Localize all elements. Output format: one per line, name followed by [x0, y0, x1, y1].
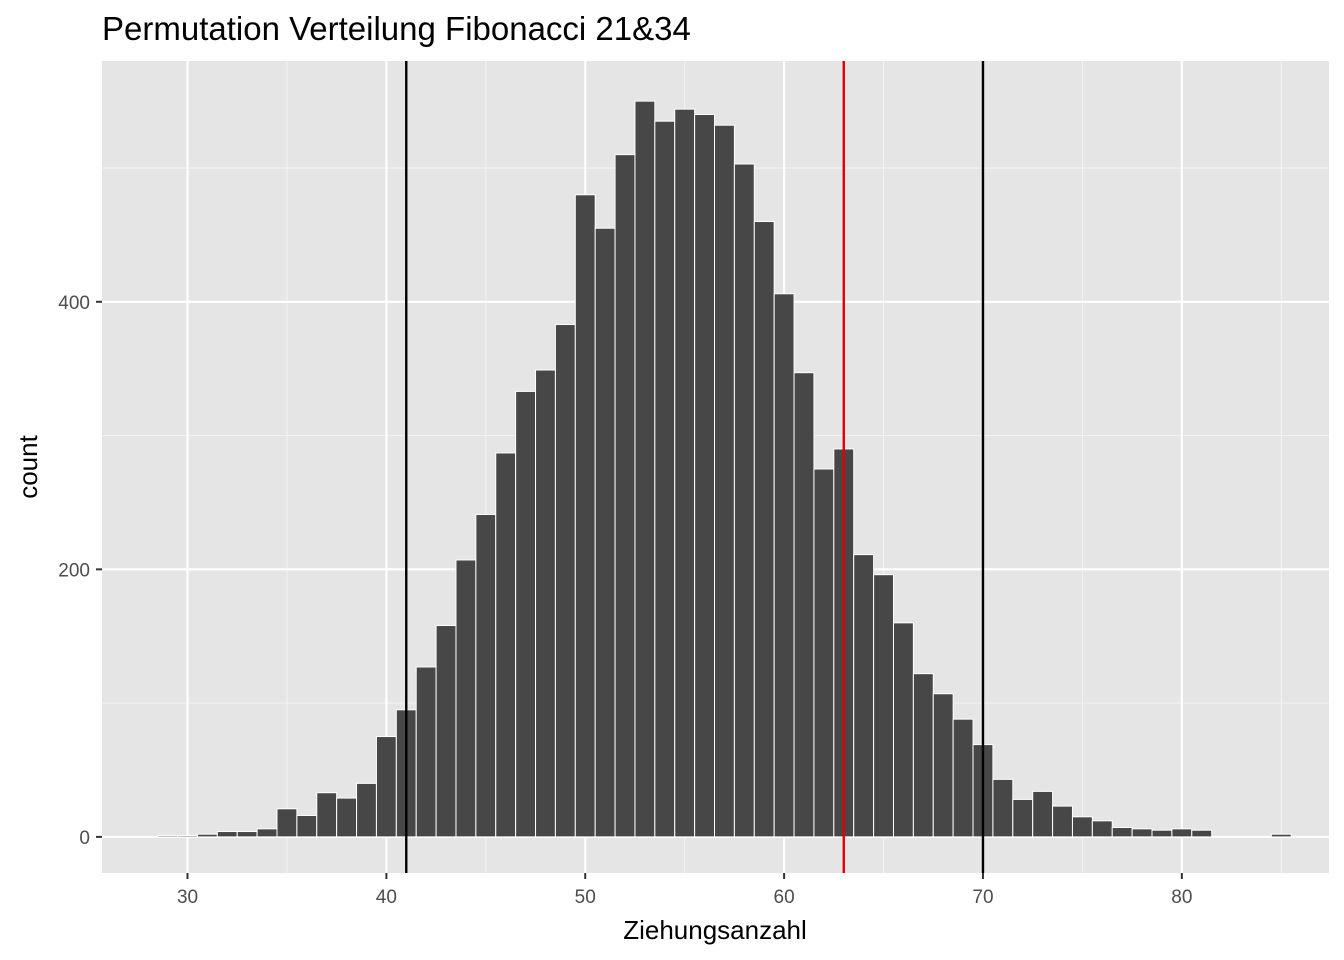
histogram-bar [912, 673, 934, 838]
y-tick-label: 0 [79, 828, 90, 849]
histogram-bar [1032, 790, 1054, 838]
histogram-bar [296, 814, 318, 838]
histogram-bar [455, 559, 477, 838]
histogram-bar [435, 625, 457, 838]
histogram-bar [475, 513, 497, 838]
histogram-bar [316, 792, 338, 838]
x-tick-label: 50 [575, 887, 596, 908]
reference-lines [405, 61, 985, 873]
histogram-bar [535, 369, 556, 838]
y-tick-label: 200 [58, 560, 90, 581]
x-tick-label: 80 [1171, 887, 1192, 908]
histogram-bar [773, 293, 795, 838]
histogram-bar [1111, 827, 1133, 838]
x-axis-title: Ziehungsanzahl [623, 915, 807, 945]
histogram-bar [634, 100, 656, 838]
x-tick-label: 40 [376, 887, 397, 908]
histogram-bar [216, 831, 238, 838]
histogram-bar [1131, 828, 1153, 838]
y-axis-ticks: 0 200 400 [58, 293, 102, 849]
histogram-bar [336, 797, 358, 838]
histogram-bar [753, 221, 775, 838]
histogram-bar [873, 574, 894, 838]
histogram-bar [1151, 829, 1173, 838]
histogram-bar [694, 114, 716, 838]
histogram-bar [276, 808, 298, 838]
histogram-bar [1270, 833, 1292, 838]
histogram-bar [714, 124, 735, 838]
histogram-bar [1052, 805, 1073, 838]
histogram-bar [574, 194, 596, 838]
histogram-bar [892, 622, 914, 838]
histogram-bar [495, 452, 517, 838]
histogram-bar [594, 227, 616, 838]
histogram-bar [1071, 816, 1093, 838]
histogram-bar [952, 718, 974, 838]
histogram-bar [356, 782, 377, 838]
histogram-bar [196, 833, 218, 838]
histogram-bar [614, 154, 636, 838]
x-tick-label: 30 [177, 887, 198, 908]
histogram-bar [674, 108, 696, 838]
histogram-bar [992, 778, 1014, 838]
x-tick-label: 60 [774, 887, 795, 908]
histogram-bar [515, 390, 537, 838]
histogram-bar [415, 666, 437, 838]
histogram-bar [793, 372, 815, 838]
x-axis-ticks: 30 40 50 60 70 80 [177, 873, 1192, 908]
histogram-bar [256, 828, 278, 838]
histogram-bar [853, 554, 875, 838]
histogram-bar [554, 324, 576, 838]
histogram-bar [932, 693, 954, 838]
histogram-bar [236, 831, 258, 838]
histogram-bar [1012, 798, 1034, 838]
chart-title: Permutation Verteilung Fibonacci 21&34 [102, 10, 691, 47]
x-tick-label: 70 [972, 887, 993, 908]
histogram-bars [157, 100, 1292, 838]
histogram-bar [813, 468, 835, 838]
histogram-bar [157, 835, 179, 838]
histogram-bar [1191, 829, 1213, 838]
y-axis-title: count [13, 434, 43, 498]
histogram-bar [1171, 828, 1193, 838]
histogram-bar [177, 835, 198, 838]
histogram-bar [654, 120, 676, 838]
histogram-bar [1091, 820, 1113, 838]
histogram-bar [733, 163, 755, 838]
histogram-bar [375, 736, 397, 838]
y-tick-label: 400 [58, 293, 90, 314]
